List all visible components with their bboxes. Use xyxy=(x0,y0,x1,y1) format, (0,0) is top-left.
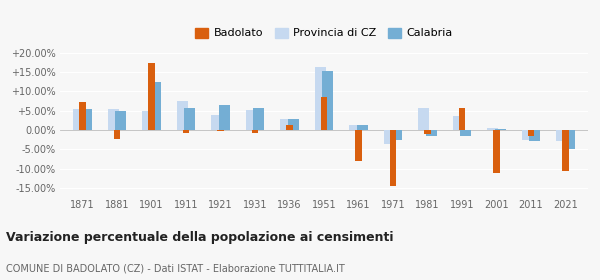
Bar xyxy=(217,130,224,131)
Bar xyxy=(183,130,189,133)
Bar xyxy=(81,109,92,130)
Bar xyxy=(383,130,395,144)
Bar xyxy=(459,108,465,130)
Bar xyxy=(252,130,258,133)
Bar xyxy=(176,101,188,130)
Bar xyxy=(79,102,86,130)
Text: COMUNE DI BADOLATO (CZ) - Dati ISTAT - Elaborazione TUTTITALIA.IT: COMUNE DI BADOLATO (CZ) - Dati ISTAT - E… xyxy=(6,263,345,274)
Bar xyxy=(321,97,327,130)
Bar xyxy=(286,125,293,130)
Text: Variazione percentuale della popolazione ai censimenti: Variazione percentuale della popolazione… xyxy=(6,231,394,244)
Bar xyxy=(521,130,533,140)
Bar xyxy=(418,108,429,130)
Bar xyxy=(314,67,326,130)
Bar xyxy=(150,82,161,130)
Bar xyxy=(73,109,84,130)
Bar xyxy=(219,104,230,130)
Bar xyxy=(556,130,567,141)
Bar xyxy=(529,130,541,141)
Bar xyxy=(390,130,396,186)
Bar xyxy=(245,110,257,130)
Bar xyxy=(148,63,155,130)
Bar xyxy=(357,125,368,130)
Bar xyxy=(460,130,472,136)
Bar xyxy=(184,108,196,130)
Bar xyxy=(142,111,153,130)
Bar xyxy=(211,115,222,130)
Bar xyxy=(253,108,265,130)
Bar xyxy=(495,129,506,130)
Bar xyxy=(562,130,569,171)
Bar xyxy=(280,119,291,130)
Bar xyxy=(426,130,437,136)
Bar xyxy=(452,116,464,130)
Legend: Badolato, Provincia di CZ, Calabria: Badolato, Provincia di CZ, Calabria xyxy=(191,23,457,43)
Bar xyxy=(322,71,334,130)
Bar xyxy=(528,130,534,136)
Bar xyxy=(115,111,127,130)
Bar xyxy=(355,130,362,161)
Bar xyxy=(114,130,120,139)
Bar xyxy=(349,125,360,130)
Bar xyxy=(487,128,498,130)
Bar xyxy=(107,109,119,130)
Bar xyxy=(391,130,403,140)
Bar xyxy=(493,130,500,173)
Bar xyxy=(288,119,299,130)
Bar xyxy=(564,130,575,150)
Bar xyxy=(424,130,431,134)
